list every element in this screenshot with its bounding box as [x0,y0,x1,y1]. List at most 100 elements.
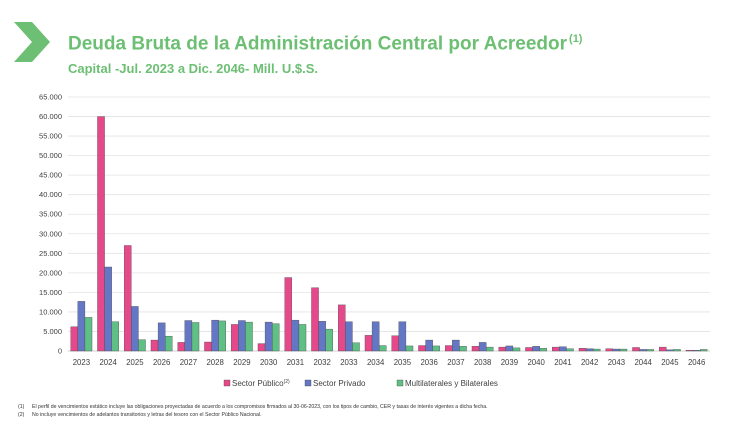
debt-bar-chart: 0 5.000 10.000 15.000 20.000 25.000 30.000 35.0… [39,93,710,388]
bar [673,349,681,352]
y-tick-label: 10.000 [39,307,62,316]
x-tick-label: 2031 [287,358,304,367]
bar [445,345,453,352]
bar [699,349,708,352]
legend-swatch [223,379,231,387]
x-tick-label: 2045 [661,358,679,367]
y-tick-label: 15.000 [39,288,62,297]
bar [84,317,93,352]
bar [592,348,601,352]
legend-label: Sector Privado [313,379,366,388]
bar [612,348,621,352]
bar [165,335,173,352]
bar [284,277,293,352]
bar [539,348,547,352]
page-subtitle: Capital -Jul. 2023 a Dic. 2046- Mill. U.… [68,61,318,76]
x-tick-label: 2038 [474,358,491,367]
bar [659,346,667,352]
bar [552,346,560,352]
bar [418,345,426,352]
bar [532,346,540,352]
x-tick-label: 2030 [260,358,278,367]
bar [566,348,574,352]
bar [352,342,360,352]
bar [632,347,640,352]
bar [271,323,280,352]
x-tick-label: 2037 [447,358,464,367]
bar [498,346,507,352]
bar [157,322,166,352]
footnote-1: (1) El perfil de vencimientos estático in… [18,404,488,410]
legend-footnote-ref: (2) [284,379,290,385]
bar [364,335,373,352]
y-tick-label: 30.000 [39,229,62,238]
x-tick-label: 2024 [99,358,117,367]
y-tick-label: 35.000 [39,210,62,219]
bar [432,345,440,352]
bar [559,346,567,352]
bar [150,339,159,352]
x-tick-label: 2044 [634,358,652,367]
bar [318,321,326,352]
x-tick-label: 2027 [180,358,197,367]
x-tick-label: 2032 [313,358,330,367]
bar [325,328,333,352]
bar [398,321,407,352]
footnote-2: (2) No incluye vencimientos de adelantos … [18,412,262,418]
bar [231,324,239,352]
title-footnote-ref: (1) [569,33,583,45]
legend-label: Sector Público(2) [232,379,290,388]
bar [505,345,514,352]
x-tick-label: 2041 [554,358,571,367]
bar [77,301,86,352]
bar [452,339,460,352]
y-tick-label: 0 [58,347,62,356]
bar [111,321,119,352]
bar [291,319,300,352]
y-tick-label: 60.000 [39,112,62,121]
x-tick-label: 2026 [153,358,170,367]
bar [378,345,387,352]
bar [478,342,487,352]
bar [666,349,674,352]
bar [512,347,521,352]
x-tick-label: 2042 [581,358,598,367]
bar [245,321,253,352]
x-tick-label: 2034 [367,358,385,367]
bar [646,349,654,352]
x-tick-label: 2036 [420,358,437,367]
bar [639,349,647,352]
bar [204,341,212,352]
x-tick-label: 2039 [501,358,518,367]
bar [485,346,494,352]
bar [177,342,186,352]
bar [425,339,433,352]
bar [692,350,701,352]
x-tick-label: 2029 [233,358,250,367]
x-tick-label: 2040 [527,358,545,367]
y-tick-label: 5.000 [43,327,62,336]
bar [405,345,414,352]
bar [218,320,226,352]
bar [191,322,200,352]
legend-label: Multilaterales y Bilaterales [405,379,498,388]
bar [104,266,112,352]
bar [97,116,105,352]
x-tick-label: 2028 [206,358,223,367]
footnotes: (1) El perfil de vencimientos estático in… [18,403,488,419]
x-tick-label: 2023 [73,358,90,367]
bar [578,348,587,352]
y-tick-label: 40.000 [39,190,62,199]
bar [124,245,132,352]
bar [311,287,319,352]
bar [298,324,307,352]
bar [585,348,594,352]
y-tick-label: 65.000 [39,93,62,102]
bar [338,304,346,352]
bar [459,346,467,352]
legend-swatch [396,379,404,387]
bar [264,321,273,352]
bar [131,306,139,352]
chevron-logo-icon [14,22,50,62]
y-tick-label: 55.000 [39,132,62,141]
